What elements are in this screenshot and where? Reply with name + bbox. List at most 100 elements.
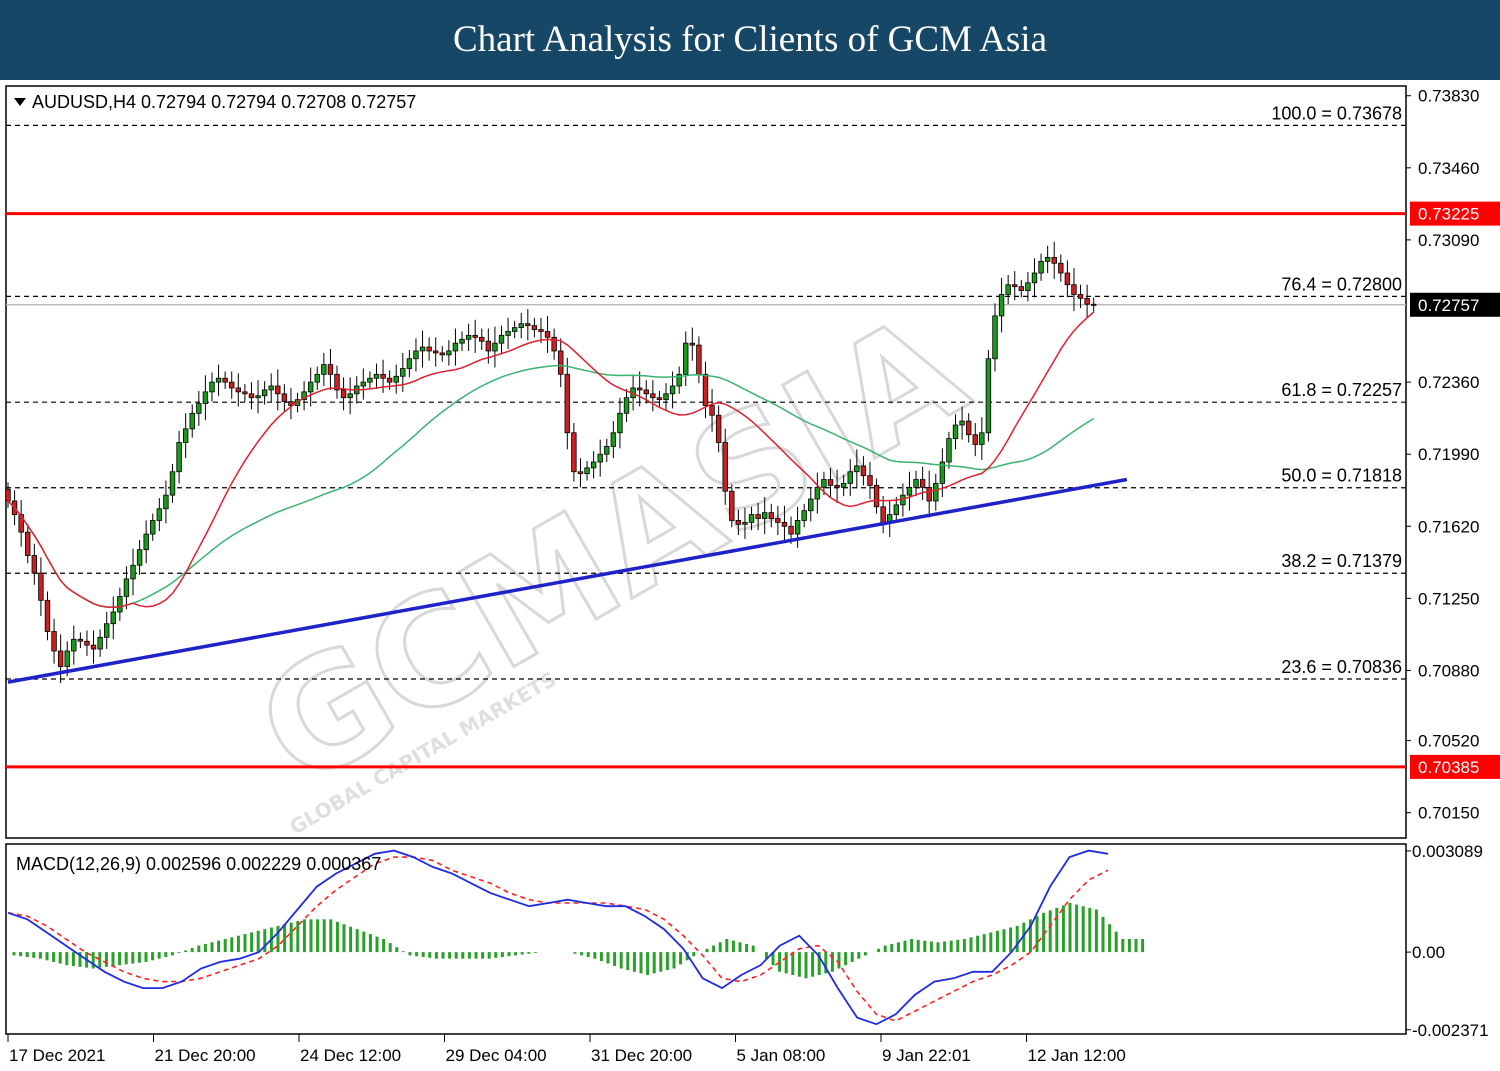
- candle-body: [189, 412, 195, 430]
- y-tick-label: 0.73830: [1418, 87, 1479, 106]
- candle-body: [683, 342, 689, 375]
- candle-body: [334, 373, 340, 391]
- candle-body: [202, 391, 209, 404]
- candle-body: [636, 387, 643, 391]
- y-tick-label: 0.71250: [1418, 589, 1479, 608]
- symbol-header: AUDUSD,H4 0.72794 0.72794 0.72708 0.7275…: [32, 92, 416, 112]
- candle-body: [913, 479, 919, 488]
- candle-body: [38, 572, 44, 601]
- candle-body: [873, 484, 880, 508]
- candle-body: [84, 640, 90, 646]
- candle-body: [531, 325, 538, 330]
- candle-body: [735, 520, 742, 525]
- candle-body: [643, 389, 649, 395]
- candle-body: [400, 368, 406, 377]
- candle-body: [31, 555, 38, 574]
- candle-body: [544, 331, 551, 338]
- candle-body: [669, 385, 676, 395]
- candle-body: [393, 375, 399, 383]
- candle-body: [340, 389, 347, 399]
- candle-body: [1091, 303, 1097, 306]
- candle-body: [511, 327, 518, 332]
- y-tick-label: 0.71990: [1418, 445, 1479, 464]
- candle-body: [321, 364, 327, 375]
- candle-body: [979, 432, 985, 445]
- candle-body: [104, 623, 110, 638]
- candle-body: [97, 636, 103, 650]
- candle-body: [926, 486, 932, 502]
- y-tick-label: 0.73090: [1418, 231, 1479, 250]
- x-tick-label: 17 Dec 2021: [9, 1046, 105, 1065]
- candle-body: [696, 344, 702, 375]
- candle-body: [242, 391, 248, 395]
- candle-body: [281, 393, 288, 403]
- candle-body: [261, 389, 268, 397]
- macd-header: MACD(12,26,9) 0.002596 0.002229 0.000367: [16, 854, 381, 874]
- candle-body: [1084, 297, 1090, 305]
- candle-body: [307, 381, 314, 393]
- candle-body: [722, 442, 728, 492]
- candle-body: [551, 336, 557, 352]
- candle-body: [781, 521, 788, 527]
- candle-body: [965, 420, 972, 436]
- ma-slow-line: [7, 364, 1095, 609]
- x-tick-label: 29 Dec 04:00: [446, 1046, 547, 1065]
- x-tick-label: 5 Jan 08:00: [737, 1046, 826, 1065]
- candle-body: [413, 350, 419, 360]
- candle-body: [755, 514, 761, 519]
- candle-body: [255, 395, 261, 399]
- candle-body: [1064, 272, 1071, 286]
- candle-body: [275, 385, 281, 395]
- price-label-box: [1410, 292, 1500, 317]
- candle-body: [367, 377, 373, 383]
- price-label-box: [1410, 201, 1500, 226]
- candle-body: [235, 387, 241, 393]
- candle-body: [1005, 284, 1011, 295]
- candle-body: [906, 486, 913, 496]
- candle-body: [1018, 286, 1025, 291]
- candle-body: [702, 373, 709, 406]
- candle-body: [617, 412, 623, 434]
- candle-body: [998, 294, 1005, 317]
- candle-body: [472, 334, 478, 338]
- candle-body: [525, 323, 531, 327]
- candle-body: [1051, 257, 1057, 264]
- candle-body: [130, 564, 136, 580]
- candle-body: [788, 525, 794, 535]
- candle-body: [301, 391, 307, 401]
- y-tick-label: 0.72360: [1418, 373, 1479, 392]
- x-tick-label: 31 Dec 20:00: [591, 1046, 692, 1065]
- candle-body: [775, 518, 781, 523]
- candle-body: [847, 471, 853, 484]
- candle-body: [71, 638, 77, 652]
- candle-body: [90, 644, 97, 650]
- macd-y-tick-label: -0.002371: [1412, 1021, 1489, 1040]
- candle-body: [985, 358, 992, 434]
- candle-body: [972, 434, 978, 445]
- candle-body: [814, 486, 821, 500]
- fib-level-label: 76.4 = 0.72800: [1281, 274, 1402, 294]
- candle-body: [64, 650, 70, 667]
- price-label-text: 0.70385: [1418, 758, 1479, 777]
- candle-body: [893, 504, 899, 516]
- y-tick-label: 0.73460: [1418, 159, 1479, 178]
- candle-body: [742, 521, 748, 525]
- x-tick-label: 12 Jan 12:00: [1028, 1046, 1126, 1065]
- watermark-brand: GCMASIA: [231, 281, 992, 821]
- candle-body: [854, 465, 860, 473]
- candle-body: [505, 331, 511, 336]
- macd-signal-line: [7, 856, 1109, 1022]
- candle-body: [5, 488, 11, 502]
- candle-body: [715, 414, 722, 443]
- candle-body: [558, 350, 564, 375]
- candle-body: [794, 520, 801, 535]
- candle-body: [840, 483, 847, 488]
- candle-body: [77, 638, 84, 642]
- candle-body: [446, 350, 452, 356]
- candle-body: [215, 377, 222, 383]
- candle-body: [380, 373, 386, 379]
- candle-body: [360, 381, 367, 387]
- candle-body: [518, 323, 524, 328]
- candle-body: [136, 549, 143, 566]
